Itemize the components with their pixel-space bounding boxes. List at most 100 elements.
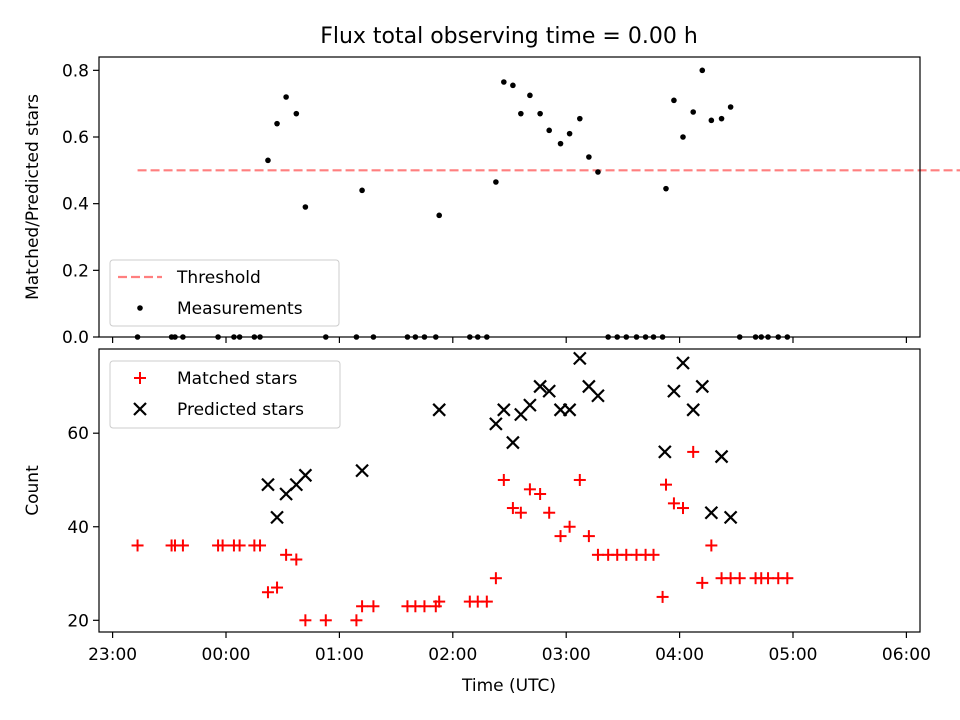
measurement-point	[537, 110, 543, 117]
count-y-axis-label: Count	[23, 465, 43, 516]
predicted-point-b	[298, 468, 313, 483]
measurement-point	[436, 212, 442, 219]
ratio-y-tick-label: 0.4	[62, 195, 89, 215]
x-axis-label: Time (UTC)	[461, 676, 556, 696]
matched-point	[433, 595, 446, 608]
predicted-point	[667, 384, 681, 398]
predicted-point	[261, 477, 275, 492]
matched-point	[705, 539, 718, 552]
matched-point	[656, 590, 669, 603]
ratio-series-1	[134, 67, 791, 340]
count-x-tick-label: 05:00	[768, 645, 817, 665]
ratio-y-tick-label: 0.8	[62, 61, 89, 81]
predicted-point	[686, 403, 700, 417]
matched-point	[356, 600, 369, 613]
predicted-point	[432, 403, 446, 417]
matched-point	[367, 600, 380, 613]
matched-point	[647, 548, 660, 561]
matched-point	[497, 473, 510, 486]
ratio-y-tick-label: 0.6	[62, 128, 89, 148]
ratio-legend-box	[109, 259, 340, 327]
predicted-point-b	[695, 379, 710, 394]
predicted-point	[658, 445, 672, 459]
matched-point	[696, 576, 709, 589]
chart-title: Flux total observing time = 0.00 h	[320, 24, 698, 49]
legend-measurement-swatch	[137, 305, 143, 311]
predicted-point-b	[497, 403, 511, 417]
predicted-point	[355, 463, 369, 478]
measurement-point	[283, 94, 289, 100]
predicted-point-b	[562, 403, 577, 417]
count-x-tick-label: 03:00	[542, 645, 591, 665]
count-y-tick-label: 40	[67, 518, 89, 538]
count-series	[131, 351, 794, 627]
matched-point	[534, 488, 547, 501]
predicted-point	[676, 356, 690, 370]
count-plot-frame	[98, 348, 921, 633]
count-x-tick-label: 02:00	[428, 645, 477, 665]
count-y-ticks: 20 40 60	[67, 424, 99, 631]
measurement-point	[586, 154, 592, 160]
ratio-y-tick-label: 0.2	[62, 261, 89, 281]
count-series-0	[131, 445, 794, 627]
measurement-point	[595, 169, 601, 175]
matched-point	[176, 539, 189, 552]
matched-point	[582, 530, 595, 543]
count-panel: 20 40 60 23:00 00:00 01:00 02:00 03:00 04:00 05:…	[23, 348, 931, 696]
ratio-legend: Threshold Measurements	[109, 259, 340, 327]
matched-point	[687, 445, 700, 458]
measurement-point	[518, 110, 524, 117]
predicted-point-b	[355, 463, 369, 478]
matched-point	[480, 595, 493, 608]
count-legend-box	[109, 360, 341, 429]
ratio-x-ticks	[112, 337, 907, 343]
measurement-point	[527, 92, 533, 99]
ratio-y-tick-label: 0.0	[62, 328, 89, 348]
predicted-point	[506, 435, 520, 450]
predicted-point	[714, 449, 729, 464]
measurement-point	[546, 127, 552, 134]
predicted-point	[573, 351, 587, 366]
matched-point	[781, 572, 794, 585]
matched-point	[280, 548, 293, 561]
predicted-point-b	[714, 449, 729, 464]
matched-point	[506, 502, 519, 515]
matched-point	[523, 483, 536, 496]
predicted-point-b	[723, 510, 738, 525]
matched-point	[233, 539, 246, 552]
matched-point	[733, 572, 746, 585]
count-x-tick-label: 01:00	[315, 645, 364, 665]
matched-point	[554, 530, 567, 543]
matched-point	[620, 548, 633, 561]
measurement-point	[690, 109, 697, 115]
measurement-point	[680, 134, 686, 140]
matched-point	[350, 614, 363, 627]
predicted-point-b	[432, 403, 446, 417]
ratio-panel: 0.00.20.40.60.8 Matched/Predicted stars …	[23, 56, 960, 348]
count-legend: Matched stars Predicted stars	[109, 360, 341, 429]
matched-point	[131, 539, 144, 552]
measurement-point	[663, 185, 669, 192]
measurement-point	[510, 82, 516, 89]
predicted-point-b	[704, 505, 719, 520]
matched-point	[543, 506, 556, 519]
count-series-1	[261, 351, 738, 525]
matched-point	[591, 548, 604, 561]
predicted-point	[533, 379, 547, 394]
measurement-point	[671, 97, 677, 104]
predicted-point-b	[658, 445, 672, 459]
matched-point	[290, 553, 303, 566]
predicted-point-b	[573, 351, 587, 366]
matched-point	[254, 539, 267, 552]
matched-point	[762, 572, 775, 585]
count-x-tick-label: 00:00	[202, 645, 251, 665]
predicted-point-b	[506, 435, 520, 450]
measurement-point	[727, 104, 734, 110]
measurement-point	[699, 67, 706, 74]
legend-predicted-b	[133, 402, 147, 416]
predicted-point-b	[270, 510, 284, 525]
predicted-point	[542, 384, 556, 398]
predicted-point	[591, 388, 605, 403]
